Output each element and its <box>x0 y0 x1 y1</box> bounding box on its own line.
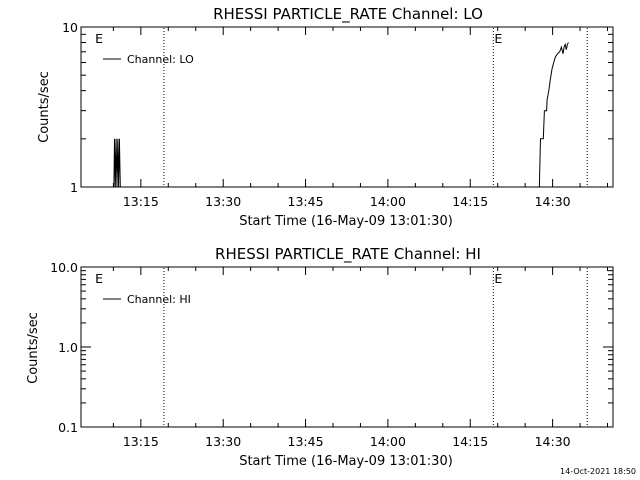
x-tick-label: 14:15 <box>452 194 488 209</box>
x-axis-label: Start Time (16-May-09 13:01:30) <box>239 214 453 229</box>
x-tick-label: 14:00 <box>370 434 406 449</box>
event-marker-label: E <box>494 271 502 286</box>
series-line <box>113 138 122 188</box>
chart-title: RHESSI PARTICLE_RATE Channel: HI <box>215 245 481 264</box>
y-tick-label: 1.0 <box>58 340 78 355</box>
y-axis-label: Counts/sec <box>37 71 52 143</box>
x-tick-label: 13:15 <box>123 194 159 209</box>
y-ticks: 0.1 1.0 10.0 <box>50 260 613 435</box>
y-tick-label: 10.0 <box>50 260 78 275</box>
y-tick-label: 10 <box>62 20 78 35</box>
y-tick-label: 1 <box>70 180 78 195</box>
legend-label: Channel: HI <box>127 293 191 306</box>
x-ticks: 13:15 13:30 13:45 14:00 14:15 14:30 <box>112 27 609 209</box>
x-tick-label: 13:30 <box>205 434 241 449</box>
x-ticks: 13:15 13:30 13:45 14:00 14:15 14:30 <box>112 267 609 449</box>
x-axis-label: Start Time (16-May-09 13:01:30) <box>239 454 453 469</box>
x-tick-label: 13:45 <box>288 434 324 449</box>
x-tick-label: 14:30 <box>535 194 571 209</box>
event-marker-label: E <box>494 31 502 46</box>
y-ticks: 1 10 <box>62 20 613 195</box>
chart-title: RHESSI PARTICLE_RATE Channel: LO <box>213 5 483 24</box>
event-marker-label: E <box>95 271 103 286</box>
event-marker-label: E <box>95 31 103 46</box>
y-axis-label: Counts/sec <box>26 312 41 384</box>
x-tick-label: 13:30 <box>205 194 241 209</box>
chart-panel-lo: RHESSI PARTICLE_RATE Channel: LO Counts/… <box>37 5 614 229</box>
plot-frame <box>80 266 614 428</box>
plot-frame <box>80 26 614 188</box>
series-group <box>113 42 569 188</box>
legend-label: Channel: LO <box>127 53 194 66</box>
x-tick-label: 13:15 <box>123 434 159 449</box>
chart-panel-hi: RHESSI PARTICLE_RATE Channel: HI Counts/… <box>26 245 614 469</box>
x-tick-label: 14:00 <box>370 194 406 209</box>
x-tick-label: 13:45 <box>288 194 324 209</box>
x-tick-label: 14:30 <box>535 434 571 449</box>
footer-timestamp: 14-Oct-2021 18:50 <box>560 467 636 476</box>
series-line <box>538 42 569 188</box>
y-tick-label: 0.1 <box>58 420 78 435</box>
x-tick-label: 14:15 <box>452 434 488 449</box>
